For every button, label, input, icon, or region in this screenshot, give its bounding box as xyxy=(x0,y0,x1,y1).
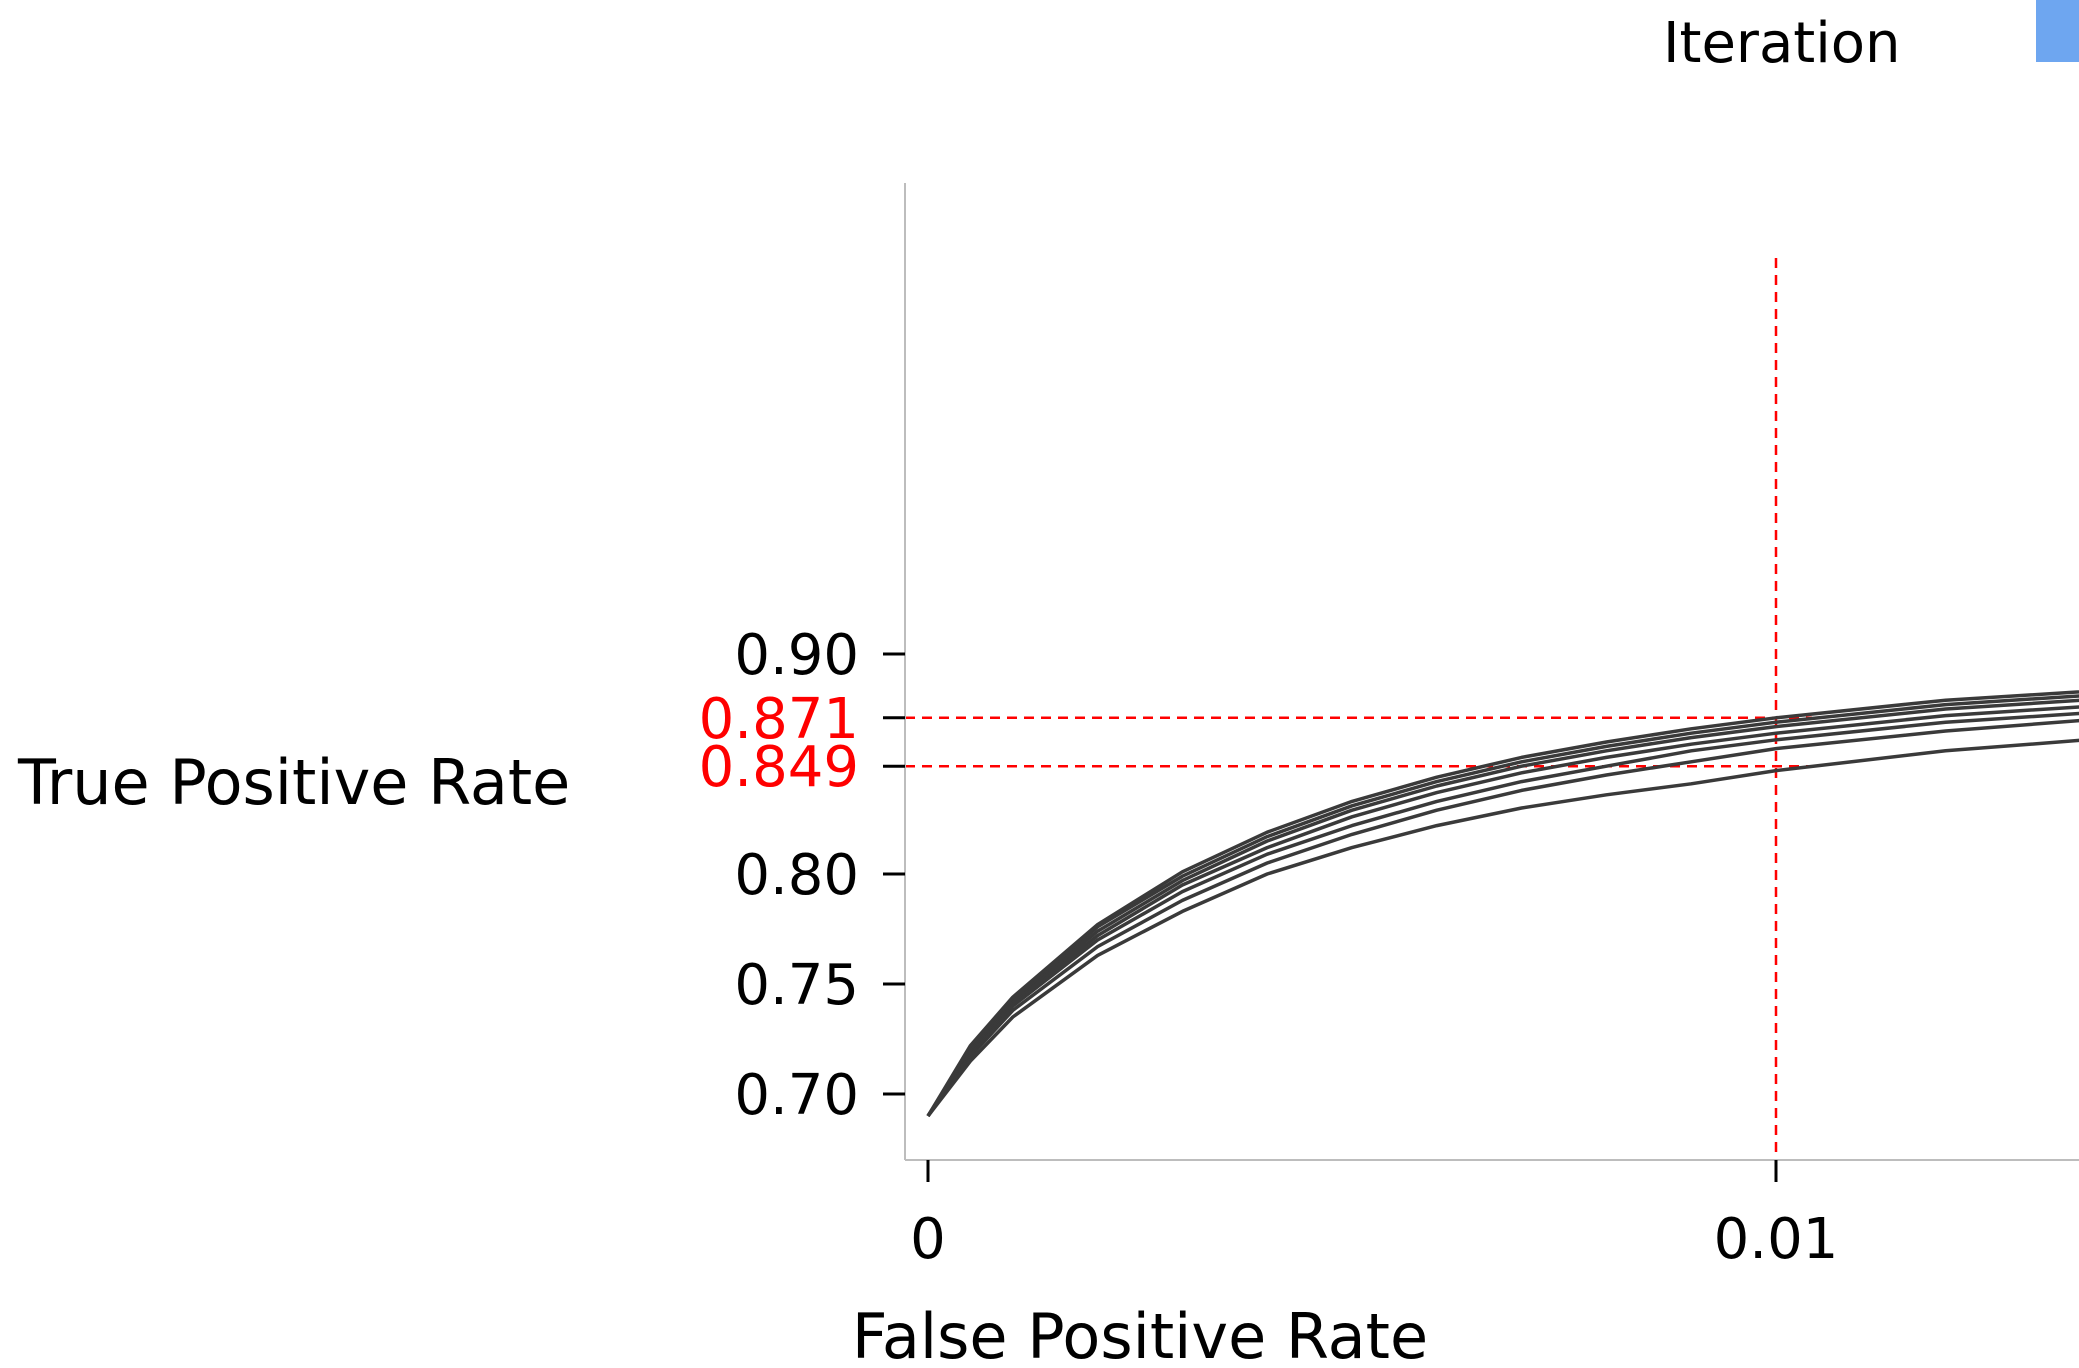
roc-curve-iteration-5 xyxy=(926,698,2079,1117)
y-tick-label: 0.70 xyxy=(734,1063,859,1128)
legend-title: Iteration xyxy=(1663,11,1901,76)
x-tick-label: 0.01 xyxy=(1714,1207,1839,1272)
reference-line-label: 0.871 xyxy=(699,687,859,752)
y-tick-label: 0.80 xyxy=(734,843,859,908)
roc-curve-iteration-3 xyxy=(926,711,2079,1117)
roc-curve-iteration-1 xyxy=(926,738,2079,1118)
roc-curve-iteration-4 xyxy=(926,705,2079,1117)
y-tick-label: 0.75 xyxy=(734,953,859,1018)
y-axis-title: True Positive Rate xyxy=(17,746,570,819)
reference-lines xyxy=(905,258,1812,1160)
reference-line-label: 0.849 xyxy=(699,735,859,800)
x-axis-title: False Positive Rate xyxy=(852,1300,1428,1368)
y-tick-label: 0.90 xyxy=(734,623,859,688)
x-tick-label: 0 xyxy=(910,1207,946,1272)
roc-curves xyxy=(926,690,2079,1118)
roc-curve-iteration-2 xyxy=(926,718,2079,1118)
legend-swatch xyxy=(2036,0,2079,62)
axes xyxy=(904,183,2079,1161)
roc-curve-iteration-6 xyxy=(926,694,2079,1117)
roc-curve-iteration-7 xyxy=(926,690,2079,1117)
